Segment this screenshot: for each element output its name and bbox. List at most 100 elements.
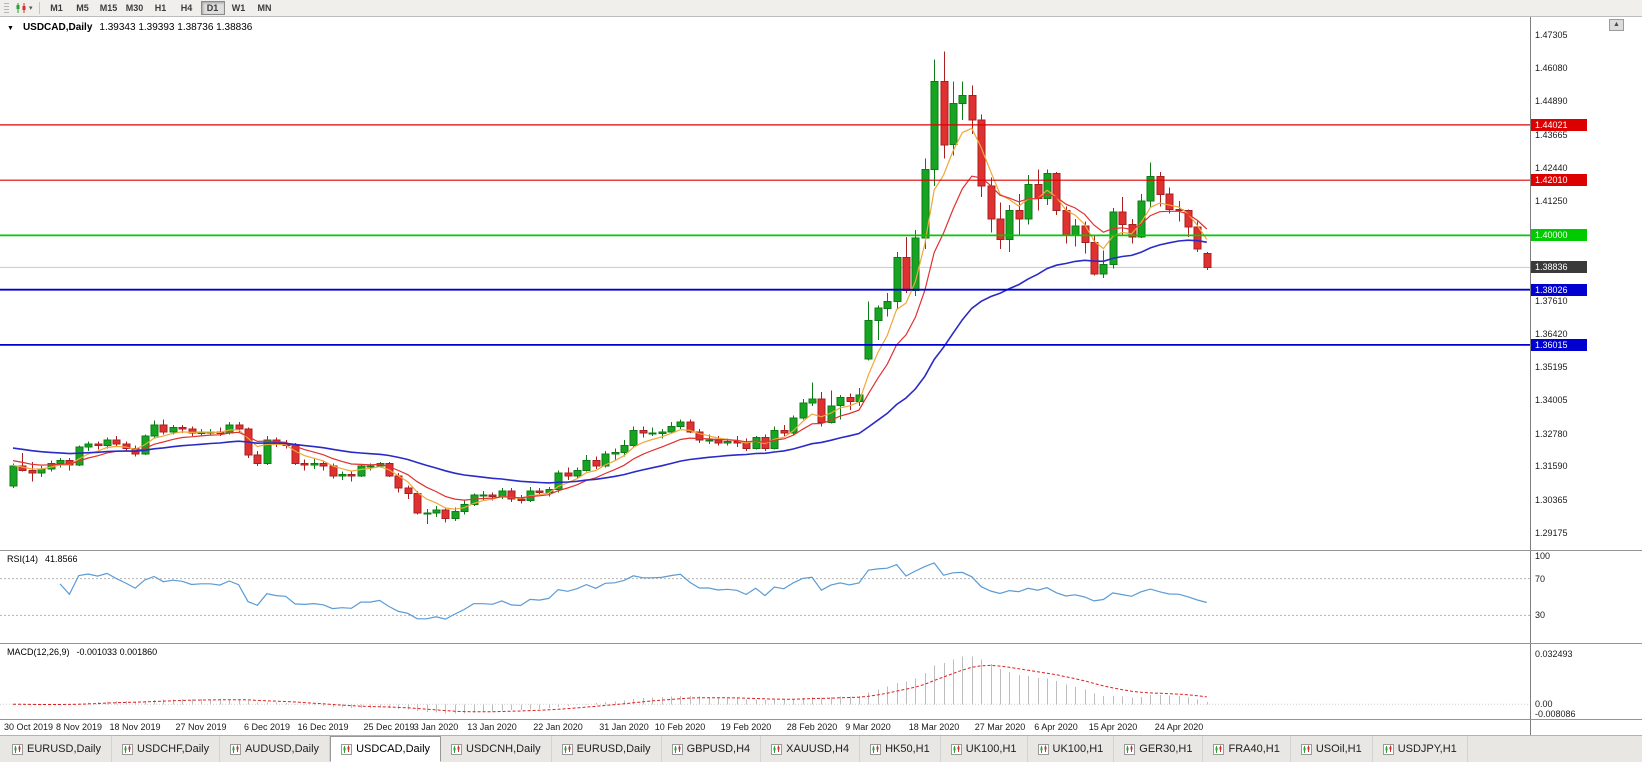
macd-histogram [21, 656, 1209, 714]
chart-tab-usdcad-daily[interactable]: USDCAD,Daily [330, 736, 442, 762]
timeframe-button-m5[interactable]: M5 [76, 3, 89, 13]
tab-label: EURUSD,Daily [27, 743, 101, 755]
date-label: 8 Nov 2019 [55, 722, 103, 732]
timeframe-button-m15[interactable]: M15 [99, 3, 118, 13]
chart-icon [121, 743, 133, 755]
rsi-indicator-panel: RSI(14) 41.8566 100 70 30 [0, 550, 1642, 643]
price-tick: 1.34005 [1535, 395, 1568, 405]
timeframe-button-h4[interactable]: H4 [180, 3, 193, 13]
chart-icon [12, 743, 23, 755]
date-label: 27 Nov 2019 [175, 722, 227, 732]
one-click-trading-arrow[interactable]: ▼ [7, 25, 14, 32]
tab-label: USDCHF,Daily [136, 743, 210, 755]
date-label: 9 Mar 2020 [845, 722, 891, 732]
chart-tab-ger30-h1[interactable]: GER30,H1 [1114, 736, 1204, 762]
price-tick: 1.32780 [1535, 429, 1568, 439]
chart-tab-xauusd-h4[interactable]: XAUUSD,H4 [761, 736, 861, 762]
macd-tick: -0.008086 [1535, 709, 1576, 719]
timeframe-button-h1[interactable]: H1 [154, 3, 167, 13]
chart-tab-audusd-daily[interactable]: AUDUSD,Daily [220, 736, 331, 762]
price-axis: ▲ 1.47305 1.46080 1.44890 1.43665 1.42440 1.4… [1530, 17, 1642, 550]
chart-tab-usdcnh-daily[interactable]: USDCNH,Daily [441, 736, 552, 762]
macd-signal-line [13, 664, 1207, 713]
chart-tab-hk50-h1[interactable]: HK50,H1 [860, 736, 941, 762]
timeframe-button-mn[interactable]: MN [257, 3, 272, 13]
level-price-badge: 1.38026 [1531, 284, 1587, 296]
scroll-top-button[interactable]: ▲ [1609, 19, 1624, 31]
chart-tab-usdjpy-h1[interactable]: USDJPY,H1 [1373, 736, 1468, 762]
current-price-badge: 1.38836 [1531, 261, 1587, 273]
chart-title: ▼ USDCAD,Daily 1.39343 1.39393 1.38736 1… [7, 22, 252, 33]
chart-icon [451, 743, 463, 755]
chart-tab-usdchf-daily[interactable]: USDCHF,Daily [112, 736, 221, 762]
price-tick: 1.35195 [1535, 362, 1568, 372]
macd-label: MACD(12,26,9) -0.001033 0.001860 [7, 647, 157, 657]
level-price-badge: 1.40000 [1531, 229, 1587, 241]
tab-label: USDCAD,Daily [356, 743, 431, 755]
ma-mid-line [12, 175, 1208, 501]
rsi-label: RSI(14) 41.8566 [7, 554, 78, 564]
macd-values: -0.001033 0.001860 [76, 647, 158, 657]
rsi-name: RSI(14) [7, 554, 39, 564]
chart-icon [1382, 743, 1394, 755]
date-label: 15 Apr 2020 [1088, 722, 1138, 732]
candlestick-chart-icon [16, 3, 26, 13]
toolbar-drag-handle[interactable] [4, 2, 9, 14]
rsi-axis: 100 70 30 [1530, 551, 1642, 643]
chart-tab-eurusd-daily[interactable]: EURUSD,Daily [552, 736, 662, 762]
price-chart-canvas[interactable] [0, 17, 1530, 550]
date-label: 28 Feb 2020 [786, 722, 838, 732]
rsi-canvas[interactable] [0, 551, 1530, 643]
macd-tick: 0.00 [1535, 699, 1553, 709]
price-tick: 1.41250 [1535, 196, 1568, 206]
macd-tick: 0.032493 [1535, 649, 1573, 659]
macd-indicator-panel: MACD(12,26,9) -0.001033 0.001860 0.03249… [0, 643, 1642, 719]
tab-label: FRA40,H1 [1228, 743, 1280, 755]
date-label: 13 Jan 2020 [467, 722, 517, 732]
chart-icon [671, 743, 683, 755]
chart-type-button[interactable]: ▾ [13, 1, 35, 15]
chevron-down-icon: ▾ [29, 5, 33, 12]
toolbar-separator [38, 2, 40, 14]
chart-icon [771, 743, 783, 755]
price-tick: 1.46080 [1535, 63, 1568, 73]
macd-canvas[interactable] [0, 644, 1530, 719]
tab-label: XAUUSD,H4 [786, 743, 850, 755]
time-axis-corner [1530, 720, 1642, 735]
macd-axis: 0.032493 0.00 -0.008086 [1530, 644, 1642, 719]
price-tick: 1.31590 [1535, 461, 1568, 471]
chart-tab-gbpusd-h4[interactable]: GBPUSD,H4 [662, 736, 762, 762]
timeframe-button-m1[interactable]: M1 [50, 3, 63, 13]
date-label: 6 Apr 2020 [1034, 722, 1078, 732]
ma-slow-line [12, 239, 1207, 484]
date-label: 27 Mar 2020 [974, 722, 1026, 732]
level-price-badge: 1.44021 [1531, 119, 1587, 131]
chart-tab-usoil-h1[interactable]: USOil,H1 [1291, 736, 1373, 762]
date-label: 18 Nov 2019 [109, 722, 161, 732]
chart-tab-fra40-h1[interactable]: FRA40,H1 [1203, 736, 1291, 762]
chart-tab-eurusd-daily[interactable]: EURUSD,Daily [2, 736, 112, 762]
tab-label: UK100,H1 [1052, 743, 1104, 755]
level-price-badge: 1.36015 [1531, 339, 1587, 351]
symbol-period-label: USDCAD,Daily [22, 22, 93, 33]
ma-fast-line [12, 127, 1208, 510]
rsi-tick: 70 [1535, 574, 1546, 584]
chart-tab-uk100-h1[interactable]: UK100,H1 [1028, 736, 1115, 762]
chart-tab-bar: EURUSD,Daily USDCHF,Daily AUDUSD,Daily USDC… [0, 735, 1642, 762]
date-label: 24 Apr 2020 [1154, 722, 1204, 732]
level-price-badge: 1.42010 [1531, 174, 1587, 186]
timeframe-button-w1[interactable]: W1 [231, 3, 246, 13]
tab-label: EURUSD,Daily [576, 743, 651, 755]
rsi-line [59, 562, 1207, 620]
timeframe-button-m30[interactable]: M30 [125, 3, 144, 13]
tab-label: AUDUSD,Daily [245, 743, 320, 755]
chart-icon [1124, 743, 1136, 755]
timeframe-buttons: M1 M5 M15 M30 H1 H4 D1 W1 MN [44, 1, 278, 15]
price-tick: 1.30365 [1535, 495, 1568, 505]
tab-label: USDCNH,Daily [466, 743, 541, 755]
chart-icon [230, 743, 242, 755]
chart-tab-uk100-h1[interactable]: UK100,H1 [941, 736, 1028, 762]
timeframe-button-d1[interactable]: D1 [200, 1, 225, 15]
date-label: 31 Jan 2020 [599, 722, 649, 732]
